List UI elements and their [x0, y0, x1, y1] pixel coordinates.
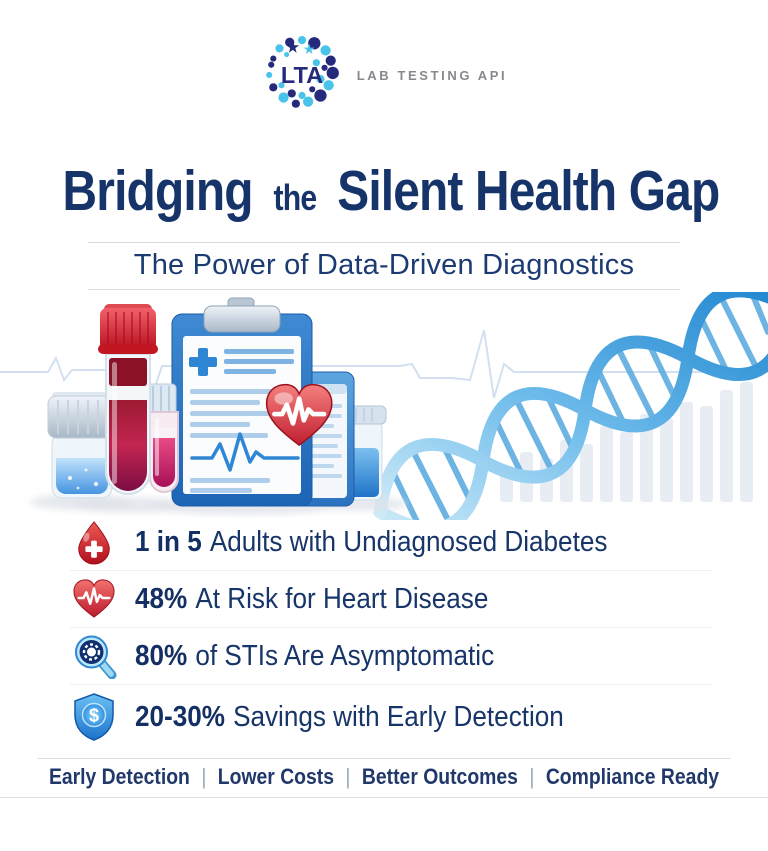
footer-item: Better Outcomes	[361, 764, 518, 789]
stat-text: 80% of STIs Are Asymptomatic	[135, 640, 494, 673]
stat-value: 20-30%	[135, 700, 225, 733]
stat-label: Savings with Early Detection	[233, 700, 564, 733]
blood-drop-icon	[78, 521, 110, 565]
logo-star-shapes	[286, 40, 315, 54]
medical-clipboard-illustration	[171, 297, 313, 507]
logo-monogram: LTA	[281, 62, 323, 88]
stat-value: 80%	[135, 639, 188, 672]
stat-row-savings: $ 20-30% Savings with Early Detection	[70, 685, 712, 749]
logo: LTA LAB TESTING API	[0, 34, 768, 116]
heart-ecg-illustration	[265, 383, 333, 447]
stat-row-stis: 80% of STIs Are Asymptomatic	[70, 628, 712, 685]
logo-wordmark: LAB TESTING API	[356, 67, 508, 83]
footer-separator: |	[201, 764, 207, 789]
stat-label: At Risk for Heart Disease	[195, 582, 489, 615]
heart-pulse-icon	[73, 579, 115, 618]
footer-benefits: Early Detection | Lower Costs | Better Outco…	[46, 764, 722, 790]
title-rest: Silent Health Gap	[337, 159, 720, 223]
dollar-glyph: $	[89, 706, 99, 726]
stat-value: 48%	[135, 582, 188, 615]
stats-list: 1 in 5 Adults with Undiagnosed Diabetes 4…	[70, 514, 712, 749]
footer-item: Lower Costs	[217, 764, 334, 789]
magnifier-virus-icon	[75, 635, 117, 679]
title-small-word: the	[273, 177, 318, 218]
clipboard-medical-cross-icon	[189, 348, 217, 376]
stat-label: of STIs Are Asymptomatic	[195, 639, 495, 672]
stat-text: 1 in 5 Adults with Undiagnosed Diabetes	[135, 526, 607, 559]
stat-value: 1 in 5	[135, 525, 202, 558]
blood-test-tube-illustration	[98, 304, 158, 495]
footer-separator: |	[529, 764, 535, 789]
specimen-jar-illustration	[47, 392, 113, 499]
dna-helix-illustration	[373, 284, 768, 535]
subtitle: The Power of Data-Driven Diagnostics	[133, 249, 635, 281]
footer-item: Early Detection	[48, 764, 190, 789]
medical-illustration	[0, 284, 768, 535]
stat-row-diabetes: 1 in 5 Adults with Undiagnosed Diabetes	[70, 514, 712, 571]
stat-row-heart-disease: 48% At Risk for Heart Disease	[70, 571, 712, 628]
footer-divider-top	[38, 758, 730, 759]
stat-text: 20-30% Savings with Early Detection	[135, 701, 564, 734]
shield-dollar-icon: $	[74, 693, 114, 741]
page-title: Bridging the Silent Health Gap	[0, 158, 768, 224]
small-blood-tube-illustration	[149, 411, 179, 493]
stat-text: 48% At Risk for Heart Disease	[135, 583, 488, 616]
divider-above-subtitle	[88, 242, 680, 243]
footer-item: Compliance Ready	[545, 764, 720, 789]
lab-testing-api-globe-icon: LTA	[265, 36, 339, 108]
clipboard-ecg-trace	[190, 432, 300, 472]
divider-below-subtitle	[88, 289, 680, 290]
footer-separator: |	[345, 764, 351, 789]
footer-divider-bottom	[0, 797, 768, 798]
title-lead: Bridging	[62, 159, 254, 223]
stat-label: Adults with Undiagnosed Diabetes	[209, 525, 608, 558]
